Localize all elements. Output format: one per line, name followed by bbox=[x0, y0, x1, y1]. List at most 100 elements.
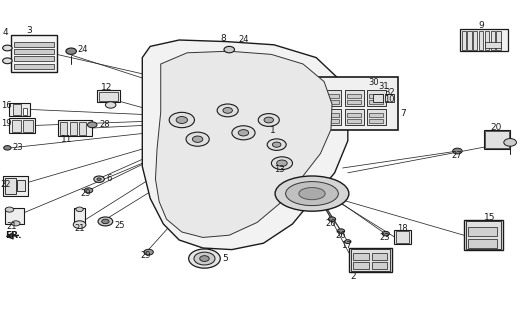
Bar bbox=[491, 31, 495, 50]
Bar bbox=[325, 94, 339, 98]
Bar bbox=[300, 90, 319, 106]
Bar bbox=[369, 94, 383, 98]
Text: 12: 12 bbox=[101, 83, 113, 92]
Bar bbox=[302, 94, 317, 98]
Bar bbox=[496, 31, 501, 50]
Circle shape bbox=[3, 58, 12, 64]
Bar bbox=[272, 132, 292, 145]
Bar bbox=[79, 122, 86, 135]
Circle shape bbox=[382, 231, 389, 236]
Text: 17: 17 bbox=[341, 241, 352, 250]
Ellipse shape bbox=[299, 188, 325, 200]
Circle shape bbox=[264, 117, 274, 123]
Bar bbox=[310, 191, 330, 204]
Bar bbox=[58, 120, 92, 136]
Polygon shape bbox=[142, 40, 348, 250]
Text: 20: 20 bbox=[490, 123, 502, 132]
Circle shape bbox=[272, 142, 281, 147]
Text: 31: 31 bbox=[378, 82, 389, 91]
Text: 15: 15 bbox=[484, 213, 495, 222]
Bar bbox=[349, 248, 392, 272]
Circle shape bbox=[4, 146, 11, 150]
Text: 29: 29 bbox=[81, 189, 91, 198]
Bar bbox=[274, 139, 289, 144]
Text: 1: 1 bbox=[270, 126, 276, 135]
Text: 29: 29 bbox=[141, 252, 151, 260]
Text: 14: 14 bbox=[311, 185, 323, 194]
Bar bbox=[23, 108, 27, 115]
Text: 3: 3 bbox=[26, 26, 32, 35]
Circle shape bbox=[504, 139, 516, 146]
Bar bbox=[347, 100, 361, 104]
Bar bbox=[5, 178, 16, 194]
Bar bbox=[353, 253, 369, 260]
Circle shape bbox=[3, 45, 12, 51]
Bar bbox=[99, 92, 118, 101]
Bar bbox=[468, 239, 497, 248]
Ellipse shape bbox=[275, 176, 349, 211]
Bar bbox=[485, 42, 501, 48]
Bar bbox=[11, 35, 57, 72]
Circle shape bbox=[217, 104, 238, 117]
Bar bbox=[14, 42, 54, 47]
Circle shape bbox=[345, 240, 351, 244]
Text: 19: 19 bbox=[2, 119, 12, 128]
Bar bbox=[3, 176, 28, 196]
Text: 25: 25 bbox=[115, 221, 125, 230]
Bar bbox=[369, 113, 383, 117]
Bar bbox=[17, 180, 25, 191]
Circle shape bbox=[232, 126, 255, 140]
Bar bbox=[302, 113, 317, 117]
Bar bbox=[5, 208, 24, 224]
Bar bbox=[347, 113, 361, 117]
Bar bbox=[97, 90, 120, 102]
Ellipse shape bbox=[286, 182, 338, 206]
Text: FR.: FR. bbox=[5, 231, 22, 240]
Bar bbox=[347, 119, 361, 123]
Bar bbox=[9, 103, 30, 116]
Circle shape bbox=[271, 157, 292, 170]
Bar bbox=[325, 100, 339, 104]
Bar bbox=[60, 122, 67, 135]
Bar bbox=[353, 262, 369, 269]
Bar bbox=[460, 29, 508, 51]
Bar bbox=[12, 120, 21, 132]
Bar bbox=[385, 94, 394, 102]
Circle shape bbox=[98, 217, 113, 226]
Circle shape bbox=[12, 221, 20, 226]
Bar bbox=[13, 104, 21, 115]
Text: 11: 11 bbox=[61, 135, 72, 144]
Text: 32: 32 bbox=[385, 88, 395, 97]
Bar bbox=[74, 208, 85, 225]
Text: 2: 2 bbox=[350, 272, 356, 281]
Circle shape bbox=[194, 252, 215, 265]
Text: 23: 23 bbox=[13, 143, 23, 152]
Circle shape bbox=[105, 102, 116, 108]
Bar bbox=[369, 100, 383, 104]
Text: 18: 18 bbox=[397, 224, 408, 233]
Circle shape bbox=[238, 130, 249, 136]
Bar bbox=[347, 94, 361, 98]
Text: 6: 6 bbox=[106, 174, 112, 183]
Bar bbox=[372, 253, 387, 260]
Bar bbox=[373, 94, 383, 102]
Circle shape bbox=[337, 229, 345, 233]
Bar bbox=[274, 133, 289, 138]
Circle shape bbox=[176, 116, 188, 124]
Bar bbox=[462, 31, 466, 50]
Bar bbox=[351, 249, 390, 271]
Text: 10: 10 bbox=[384, 95, 394, 104]
Text: 24: 24 bbox=[239, 35, 249, 44]
Bar bbox=[394, 230, 411, 244]
Bar bbox=[473, 31, 477, 50]
Bar bbox=[464, 220, 503, 250]
Circle shape bbox=[277, 160, 287, 166]
Circle shape bbox=[169, 112, 194, 128]
Text: 28: 28 bbox=[99, 120, 110, 129]
Circle shape bbox=[315, 201, 325, 207]
Bar bbox=[345, 90, 364, 106]
Circle shape bbox=[224, 46, 235, 53]
Bar bbox=[14, 49, 54, 54]
Bar bbox=[369, 119, 383, 123]
Bar bbox=[300, 109, 319, 125]
